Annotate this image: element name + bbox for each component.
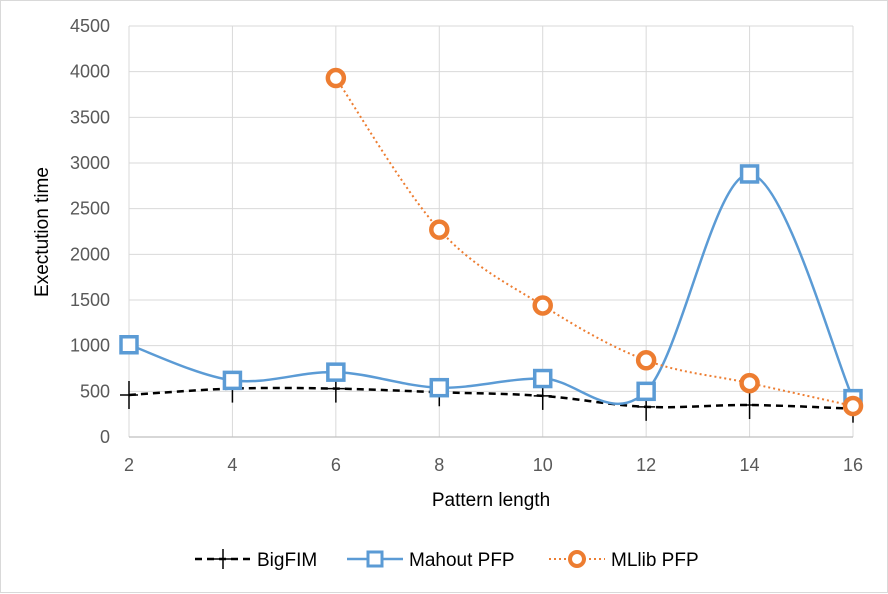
data-point-mllib-pfp (325, 67, 347, 89)
legend-item-mllib-pfp: MLlib PFP (549, 550, 699, 571)
series-line-bigfim (128, 386, 854, 410)
x-axis-title: Pattern length (432, 490, 550, 511)
x-tick-label: 2 (124, 455, 134, 475)
series-area (128, 77, 855, 410)
data-point-mllib-pfp (532, 295, 553, 316)
y-tick-label: 4000 (70, 62, 110, 82)
y-tick-label: 1000 (70, 336, 110, 356)
x-tick-label: 4 (227, 455, 237, 475)
legend-label-mllib-pfp: MLlib PFP (611, 550, 699, 571)
markers (119, 67, 864, 423)
x-tick-label: 8 (434, 455, 444, 475)
data-point-mllib-pfp (739, 372, 760, 394)
data-point-mahout-pfp (429, 377, 450, 398)
legend-marker-mahout-pfp (366, 550, 384, 568)
x-tick-label: 12 (636, 455, 656, 475)
tick-labels: 0 500 1000 1500 2000 2500 3000 3500 4000 4500 2 4 6 8… (70, 16, 863, 475)
data-point-bigfim (120, 380, 138, 409)
y-tick-label: 3000 (70, 153, 110, 173)
data-point-mahout-pfp (532, 368, 553, 389)
y-tick-label: 0 (100, 427, 110, 447)
legend-item-bigfim: BigFIM (195, 549, 317, 571)
legend: BigFIM Mahout PFP MLlib PFP (195, 549, 699, 571)
data-point-mllib-pfp (635, 350, 657, 371)
legend-label-bigfim: BigFIM (257, 550, 317, 571)
x-tick-label: 14 (740, 455, 760, 475)
legend-marker-mllib-pfp (568, 550, 586, 568)
x-tick-label: 16 (843, 455, 863, 475)
y-tick-label: 4500 (70, 16, 110, 36)
data-point-mahout-pfp (119, 335, 139, 355)
y-tick-label: 2500 (70, 199, 110, 219)
data-point-mahout-pfp (636, 381, 656, 402)
data-point-mahout-pfp (739, 164, 760, 184)
y-tick-label: 2000 (70, 244, 110, 264)
data-point-mllib-pfp (429, 219, 450, 240)
legend-item-mahout-pfp: Mahout PFP (347, 550, 515, 571)
data-point-bigfim (740, 391, 759, 420)
x-tick-label: 10 (533, 455, 553, 475)
y-tick-label: 3500 (70, 107, 110, 127)
x-tick-label: 6 (331, 455, 341, 475)
data-point-mahout-pfp (326, 362, 346, 382)
y-axis-title: Exectution time (32, 167, 53, 297)
data-point-mahout-pfp (222, 370, 243, 391)
series-line-mllib-pfp (335, 77, 854, 407)
data-point-mllib-pfp (842, 395, 864, 417)
y-tick-label: 1500 (70, 290, 110, 310)
legend-label-mahout-pfp: Mahout PFP (409, 550, 515, 571)
y-tick-label: 500 (80, 381, 110, 401)
